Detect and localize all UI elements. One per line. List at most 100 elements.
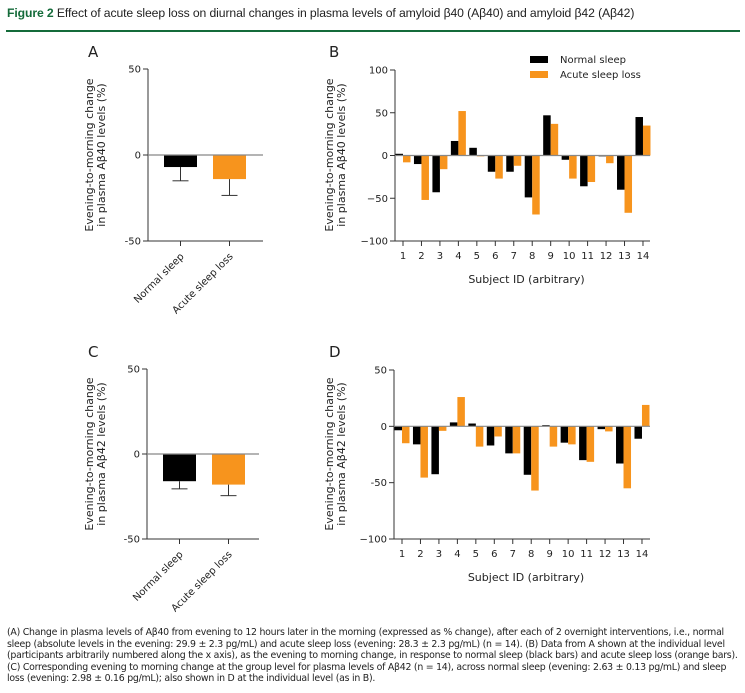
panel-d-bar-acute-subject-3 (438, 426, 447, 431)
panel-b-x-tick-label: 4 (455, 251, 461, 262)
panel-b-legend-label: Acute sleep loss (560, 70, 641, 81)
panel-d-x-tick-label: 4 (454, 549, 460, 560)
panel-b-bar-acute-subject-8 (532, 155, 540, 215)
panel-b-bar-acute-subject-6 (495, 155, 503, 179)
panel-d-bar-normal-subject-11 (579, 426, 587, 461)
panel-b-x-tick-label: 5 (474, 251, 480, 262)
panel-b-x-tick-label: 7 (511, 251, 517, 262)
panel-d-bar-acute-subject-6 (494, 426, 502, 437)
panel-b-bar-normal-subject-2 (413, 155, 422, 165)
panel-b-x-tick-label: 2 (418, 251, 424, 262)
panel-d-x-tick-label: 1 (399, 549, 405, 560)
panel-b-bar-acute-subject-12 (606, 155, 614, 164)
panel-b-bar-acute-subject-2 (421, 155, 429, 200)
panel-d-x-tick-label: 3 (436, 549, 442, 560)
panel-d-bar-normal-subject-5 (468, 423, 476, 427)
panel-b-legend-swatch-acute (530, 71, 548, 78)
panel-a-y-tick-label: -50 (125, 237, 141, 248)
panel-b-x-tick-label: 8 (529, 251, 535, 262)
panel-b-y-tick-label: 50 (375, 108, 388, 119)
panel-d-letter: D (329, 343, 341, 361)
panel-b-bar-normal-subject-10 (561, 155, 570, 160)
panel-b-x-axis-title: Subject ID (arbitrary) (468, 273, 584, 286)
figure-title: Figure 2 Effect of acute sleep loss on d… (7, 5, 634, 21)
panel-b-bar-acute-subject-14 (642, 125, 651, 156)
panel-b-x-tick-label: 10 (563, 251, 576, 262)
panel-b-bar-normal-subject-9 (543, 115, 551, 156)
panel-b-bar-normal-subject-13 (617, 155, 625, 190)
panel-d-bar-acute-subject-2 (420, 426, 428, 478)
panel-d-bar-acute-subject-10 (568, 426, 576, 445)
panel-d-bar-acute-subject-8 (531, 426, 539, 491)
panel-d-bar-normal-subject-3 (431, 426, 439, 475)
panel-c-y-tick-label: 50 (127, 365, 140, 376)
panel-b-x-tick-label: 9 (547, 251, 553, 262)
panel-b-bar-normal-subject-5 (469, 147, 477, 156)
panel-d-x-tick-label: 6 (491, 549, 497, 560)
figure-title-text: Effect of acute sleep loss on diurnal ch… (56, 6, 635, 20)
panel-b-ylabel-line: in plasma Aβ40 levels (%) (335, 83, 348, 226)
title-divider (6, 30, 740, 32)
panel-d-bar-acute-subject-7 (512, 426, 521, 454)
panel-d-x-tick-label: 7 (510, 549, 516, 560)
panel-b-x-tick-label: 11 (581, 251, 594, 262)
panel-b-legend-label: Normal sleep (560, 55, 626, 66)
panel-d-x-tick-label: 12 (599, 549, 612, 560)
panel-d-bar-normal-subject-4 (449, 422, 458, 427)
figure-caption: (A) Change in plasma levels of Aβ40 from… (7, 627, 742, 685)
panel-c-ylabel-line: Evening-to-morning change (83, 377, 96, 530)
panel-d-bar-acute-subject-13 (623, 426, 632, 489)
panel-b-bar-acute-subject-7 (513, 155, 522, 166)
panel-d-x-tick-label: 9 (546, 549, 552, 560)
panel-d-y-tick-label: 50 (374, 366, 387, 377)
panel-b-bar-acute-subject-13 (624, 155, 633, 213)
panel-d-x-tick-label: 10 (562, 549, 575, 560)
panel-d-bar-acute-subject-11 (586, 426, 595, 462)
panel-d-y-tick-label: −100 (360, 535, 387, 546)
panel-a-ylabel-line: in plasma Aβ40 levels (%) (95, 83, 108, 226)
panel-d-bar-acute-subject-14 (641, 404, 650, 427)
panel-d-bar-normal-subject-7 (505, 426, 513, 454)
panel-d-bar-acute-subject-1 (402, 426, 410, 444)
panel-a-x-tick-label: Normal sleep (132, 251, 186, 305)
panel-b-x-tick-label: 12 (600, 251, 613, 262)
panel-d-bar-normal-subject-14 (634, 426, 642, 439)
panel-b-bar-normal-subject-3 (432, 155, 440, 193)
panel-b-bar-acute-subject-11 (587, 155, 596, 183)
panel-b-y-tick-label: 100 (369, 66, 388, 77)
panel-d-bar-acute-subject-12 (605, 426, 613, 432)
panel-d-bar-normal-subject-6 (486, 426, 495, 446)
panel-c-bar-acute (212, 454, 245, 485)
panel-b-bar-acute-subject-9 (550, 123, 559, 156)
panel-a-letter: A (88, 43, 99, 61)
panel-c-y-tick-label: 0 (134, 450, 140, 461)
panel-b-bar-normal-subject-11 (580, 155, 588, 187)
panel-c-letter: C (88, 343, 98, 361)
panel-b-y-tick-label: −100 (361, 237, 388, 248)
panel-d-bar-acute-subject-4 (457, 397, 465, 427)
panel-b-bar-normal-subject-1 (395, 153, 403, 156)
panel-d-x-axis-title: Subject ID (arbitrary) (468, 571, 584, 584)
panel-d-bar-normal-subject-1 (394, 426, 402, 431)
panel-d-y-tick-label: 0 (381, 422, 387, 433)
panel-d-bar-acute-subject-5 (475, 426, 484, 447)
panel-d-x-tick-label: 13 (617, 549, 630, 560)
panel-d-x-tick-label: 5 (473, 549, 479, 560)
caption-text: (A) Change in plasma levels of Aβ40 from… (7, 627, 738, 685)
panel-b-bar-acute-subject-10 (569, 155, 577, 179)
panel-b-bar-normal-subject-14 (635, 117, 643, 156)
panel-b-bar-normal-subject-8 (524, 155, 533, 198)
panel-d-x-tick-label: 14 (636, 549, 649, 560)
panel-d-bar-normal-subject-8 (523, 426, 532, 475)
panel-b-letter: B (329, 43, 339, 61)
panel-c-bar-normal (163, 454, 196, 482)
panel-c-x-tick-label: Normal sleep (131, 549, 185, 603)
panel-d-x-tick-label: 2 (417, 549, 423, 560)
panel-b-ylabel-line: Evening-to-morning change (323, 78, 336, 231)
panel-d-x-tick-label: 8 (528, 549, 534, 560)
panel-b-bar-acute-subject-3 (439, 155, 448, 170)
panel-b-x-tick-label: 1 (400, 251, 406, 262)
panel-b-bar-normal-subject-4 (450, 140, 459, 156)
panel-b-bar-normal-subject-6 (487, 155, 496, 172)
panel-b-x-tick-label: 14 (637, 251, 650, 262)
